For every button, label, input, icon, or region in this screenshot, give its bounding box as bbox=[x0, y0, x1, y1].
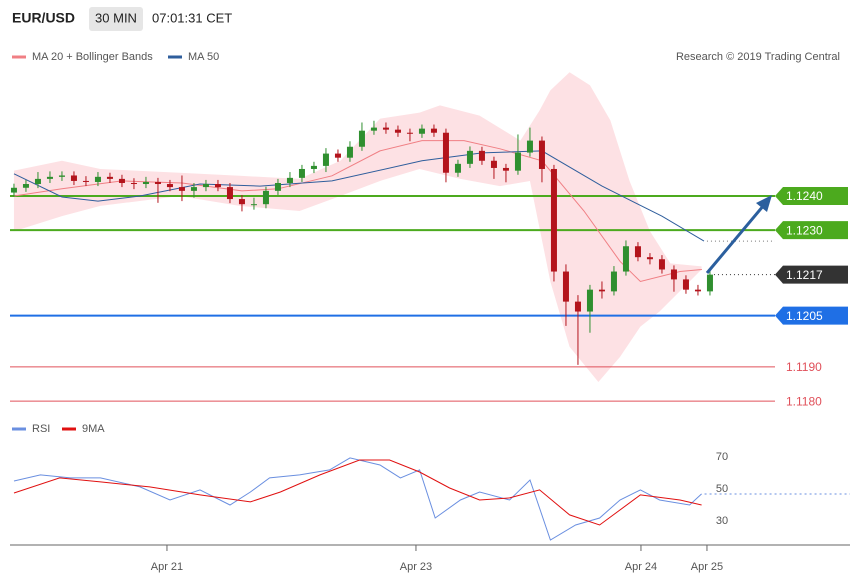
candle-body bbox=[262, 190, 269, 205]
candle-body bbox=[694, 289, 701, 292]
candle-body bbox=[514, 152, 521, 171]
candle-body bbox=[442, 132, 449, 173]
timeframe: 30 MIN bbox=[95, 10, 137, 25]
x-tick-label: Apr 24 bbox=[625, 561, 657, 573]
time: 07:01:31 CET bbox=[152, 10, 232, 25]
symbol: EUR/USD bbox=[12, 10, 75, 26]
candle-body bbox=[670, 269, 677, 280]
legend-label: MA 50 bbox=[188, 51, 219, 63]
x-tick-label: Apr 21 bbox=[151, 561, 183, 573]
candle-body bbox=[214, 184, 221, 188]
candle-body bbox=[358, 130, 365, 147]
level-label-box bbox=[775, 265, 848, 284]
candle-body bbox=[46, 176, 53, 179]
candle-body bbox=[382, 127, 389, 130]
level-label: 1.1190 bbox=[786, 360, 822, 374]
candle-body bbox=[646, 257, 653, 260]
level-label-box bbox=[775, 306, 848, 325]
ma50-line bbox=[13, 150, 705, 242]
series-line bbox=[13, 459, 702, 526]
candle-body bbox=[418, 128, 425, 134]
candle-body bbox=[526, 140, 533, 153]
candle-body bbox=[118, 178, 125, 183]
candle-body bbox=[142, 181, 149, 185]
arrow-head bbox=[756, 195, 772, 212]
candle-body bbox=[502, 167, 509, 171]
candle-body bbox=[82, 180, 89, 182]
x-tick-label: Apr 23 bbox=[400, 561, 432, 573]
level-label: 1.1217 bbox=[786, 268, 823, 282]
candle-body bbox=[466, 150, 473, 164]
level-label: 1.1180 bbox=[786, 394, 822, 408]
candle-body bbox=[394, 129, 401, 133]
timeframe-box bbox=[89, 7, 143, 31]
x-tick-label: Apr 25 bbox=[691, 561, 723, 573]
candle-body bbox=[586, 289, 593, 312]
candle-body bbox=[178, 187, 185, 191]
series-line bbox=[13, 457, 702, 541]
candle-body bbox=[250, 204, 257, 206]
candle-body bbox=[490, 160, 497, 168]
candle-body bbox=[238, 199, 245, 205]
candle-body bbox=[10, 187, 17, 193]
candle-body bbox=[706, 274, 713, 292]
candle-body bbox=[34, 178, 41, 185]
candle-body bbox=[622, 246, 629, 272]
level-label: 1.1240 bbox=[786, 189, 823, 203]
candle-body bbox=[130, 182, 137, 185]
candle-body bbox=[562, 271, 569, 302]
source: Research © 2019 Trading Central bbox=[676, 51, 840, 63]
candle-body bbox=[58, 175, 65, 177]
candle-body bbox=[454, 163, 461, 173]
candle-body bbox=[286, 177, 293, 183]
legend-label: MA 20 + Bollinger Bands bbox=[32, 51, 153, 63]
candle-body bbox=[166, 184, 173, 188]
y-tick-label: 50 bbox=[716, 483, 728, 495]
level-label-box bbox=[775, 186, 848, 205]
candle-body bbox=[610, 271, 617, 292]
candle-body bbox=[346, 146, 353, 158]
candle-body bbox=[226, 187, 233, 200]
candle-body bbox=[322, 153, 329, 166]
candle-body bbox=[274, 182, 281, 191]
bollinger-band bbox=[13, 72, 702, 382]
candle-body bbox=[154, 181, 161, 185]
y-tick-label: 30 bbox=[716, 515, 728, 527]
candle-body bbox=[574, 301, 581, 312]
level-label: 1.1205 bbox=[786, 309, 823, 323]
candle-body bbox=[538, 140, 545, 169]
candle-body bbox=[406, 132, 413, 134]
candle-body bbox=[478, 150, 485, 161]
candle-body bbox=[430, 128, 437, 133]
candle-body bbox=[550, 168, 557, 272]
candle-body bbox=[22, 184, 29, 188]
plot: 1.1240 1.1230 1.1217 1.1205 1.1190 1.1180 70 50… bbox=[10, 72, 850, 573]
forecast-arrow bbox=[705, 204, 766, 274]
y-tick-label: 70 bbox=[716, 451, 728, 463]
candle-body bbox=[634, 246, 641, 258]
candle-body bbox=[658, 259, 665, 270]
legend-label: RSI bbox=[32, 423, 50, 435]
candle-body bbox=[106, 176, 113, 179]
candle-body bbox=[94, 176, 101, 182]
level-label-box bbox=[775, 221, 848, 240]
candle-body bbox=[334, 153, 341, 158]
candle-body bbox=[310, 165, 317, 169]
candle-body bbox=[298, 168, 305, 178]
candle-body bbox=[370, 127, 377, 131]
candle-body bbox=[70, 175, 77, 181]
candle-body bbox=[190, 187, 197, 191]
candle-body bbox=[598, 289, 605, 292]
candle-body bbox=[202, 184, 209, 188]
candle-body bbox=[682, 279, 689, 290]
legend-label: 9MA bbox=[82, 423, 105, 435]
level-label: 1.1230 bbox=[786, 223, 823, 237]
